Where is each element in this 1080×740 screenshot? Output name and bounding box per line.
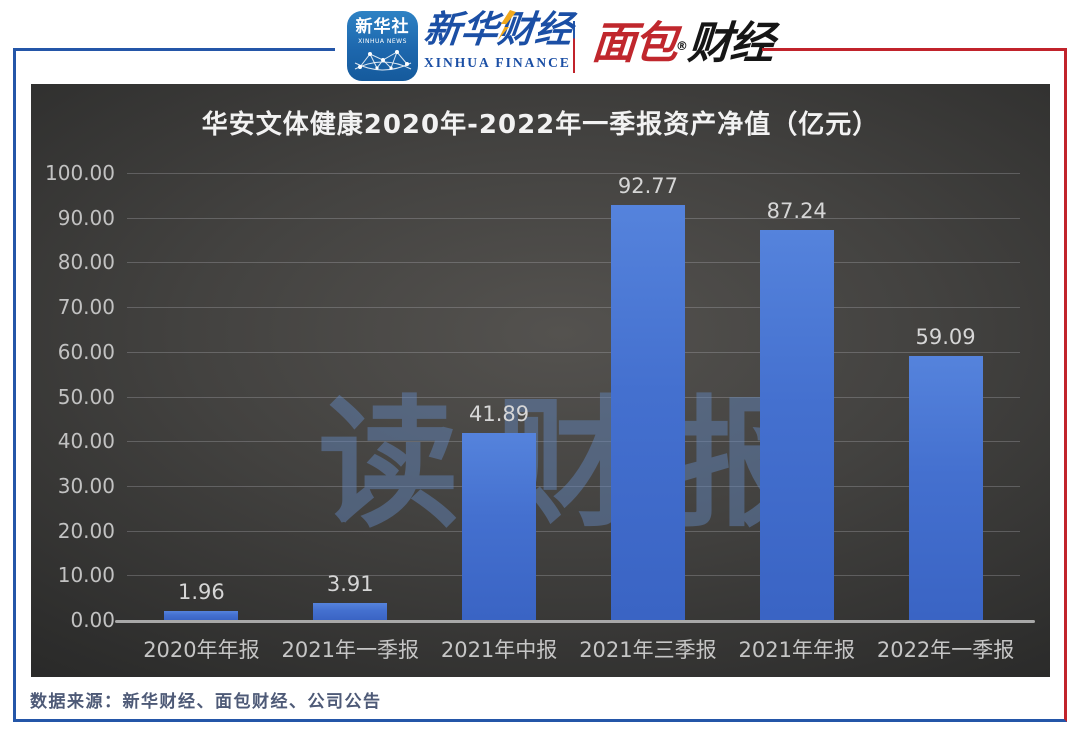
x-axis-line [115,620,1035,623]
gridline [127,173,1020,174]
y-axis-tick-label: 90.00 [57,205,115,230]
bar-slot: 59.09 [871,173,1020,620]
y-axis-tick-label: 50.00 [57,384,115,409]
y-axis-tick-label: 80.00 [57,250,115,275]
bar-value-label: 59.09 [915,324,976,349]
y-axis-tick-label: 0.00 [70,608,115,632]
frame-top-right-line [762,48,1067,51]
gridline [127,575,1020,577]
y-axis-tick-label: 10.00 [57,563,115,588]
y-axis-tick-label: 30.00 [57,473,115,498]
gridline [127,307,1020,309]
watermark: 读财报 [317,383,850,547]
y-axis-tick-label: 60.00 [57,339,115,364]
gridline [127,262,1020,264]
xinhua-finance-logo: 新华财经 XINHUA FINANCE [421,8,575,71]
xinhua-news-app-icon: 新华社 XINHUA NEWS [347,11,418,81]
gridline [127,485,1020,487]
bar [759,230,834,620]
network-globe-icon [354,49,411,71]
bar-slot: 87.24 [722,173,871,620]
bar-slot: 1.96 [127,173,276,620]
y-axis-tick-label: 40.00 [57,429,115,454]
xinhua-finance-cn: 新华财经 [421,8,575,51]
bar-value-label: 87.24 [766,199,827,224]
y-axis-tick-label: 70.00 [57,295,115,320]
header: 新华社 XINHUA NEWS 新华财经 [0,0,1080,92]
plot-area: 读财报 1.96 3.91 41.89 92.77 87.24 59.09 [127,173,1020,620]
bar-value-label: 41.89 [469,401,530,426]
bar [313,602,388,620]
xinhua-news-title: 新华社 [355,17,410,37]
x-axis-category-label: 2020年年报 [143,638,260,662]
gridline [127,217,1020,219]
mianbao-finance-logo: 面包®财经 [590,14,774,74]
gridline [127,351,1020,353]
bar [462,432,537,620]
x-axis-category-label: 2021年三季报 [579,638,717,662]
gridline [127,396,1020,398]
bar [908,355,983,620]
y-axis-tick-label: 100.00 [45,161,115,185]
x-axis-category-label: 2021年年报 [738,638,855,662]
bar-slot: 3.91 [276,173,425,620]
y-axis-tick-label: 20.00 [57,518,115,543]
chart-title: 华安文体健康2020年-2022年一季报资产净值（亿元） [201,110,880,140]
frame-top-left-line [13,48,335,51]
data-source-note: 数据来源：新华财经、面包财经、公司公告 [30,692,382,711]
bar-slot: 92.77 [574,173,723,620]
lightning-arrow-icon [498,10,516,40]
x-axis-category-label: 2021年中报 [440,638,558,662]
bar-value-label: 1.96 [178,580,225,605]
xinhua-news-subtitle: XINHUA NEWS [358,37,407,45]
gridline [127,441,1020,443]
x-axis-category-label: 2021年一季报 [281,638,419,662]
mianbao-black-text: 财经 [686,18,774,69]
bar-value-label: 3.91 [326,571,374,596]
registered-mark: ® [675,39,689,53]
chart-panel: 华安文体健康2020年-2022年一季报资产净值（亿元） 读财报 1.96 3.9… [31,84,1050,677]
bar-value-label: 92.77 [617,174,678,199]
gridline [127,530,1020,532]
x-axis-category-label: 2022年一季报 [876,638,1015,662]
header-divider [573,21,575,73]
xinhua-finance-en: XINHUA FINANCE [424,55,571,71]
bar [610,205,685,620]
mianbao-red-text: 面包 [590,18,678,69]
bar-slot: 41.89 [425,173,574,620]
bar [164,611,239,620]
